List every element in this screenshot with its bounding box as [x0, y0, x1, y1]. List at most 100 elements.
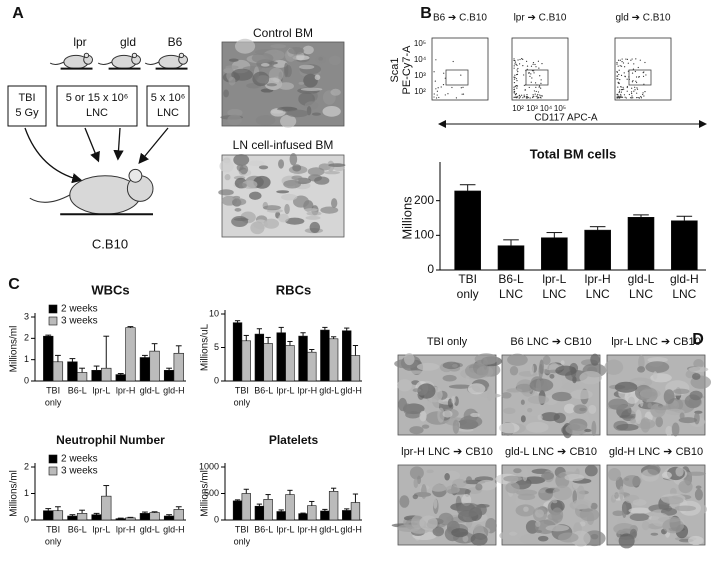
image-texture [474, 353, 498, 365]
flow-event [623, 88, 625, 90]
flow-event [518, 97, 520, 99]
flow-event [620, 96, 622, 98]
flow-event [630, 59, 632, 61]
image-texture [509, 365, 519, 376]
image-texture [452, 478, 467, 489]
image-texture [679, 412, 685, 420]
chart-title: WBCs [91, 282, 129, 297]
flow-y-tick: 10² [414, 87, 426, 96]
image-texture [263, 218, 280, 229]
flow-event [633, 90, 635, 92]
flow-event [619, 65, 621, 67]
bar [350, 502, 361, 521]
image-texture [551, 391, 572, 402]
image-texture [522, 466, 528, 482]
image-texture [535, 529, 542, 534]
bar [285, 345, 295, 382]
flow-event [618, 73, 620, 76]
flow-event [632, 80, 634, 82]
image-texture [227, 108, 243, 117]
image-texture [674, 505, 696, 512]
image-texture [505, 481, 520, 494]
image-texture [292, 55, 310, 61]
flow-event [436, 94, 438, 96]
y-tick-label: 200 [414, 193, 434, 207]
image-texture [694, 488, 703, 501]
flow-event [619, 78, 621, 81]
image-texture [695, 485, 702, 489]
image-texture [529, 363, 535, 375]
image-texture [299, 64, 315, 70]
image-texture [574, 470, 579, 474]
bar [541, 237, 568, 271]
image-texture [314, 74, 321, 81]
image-texture [645, 361, 670, 373]
image-texture [662, 496, 684, 505]
flow-event [620, 65, 623, 67]
flow-plot [511, 37, 569, 101]
flow-event [618, 91, 620, 94]
flow-event [636, 97, 638, 99]
flow-event [518, 95, 520, 97]
y-axis-label: Millions/ml [9, 470, 20, 517]
image-texture [689, 390, 703, 401]
bar [584, 229, 611, 271]
flow-x-tick: 10⁴ [540, 104, 553, 113]
bar [298, 513, 308, 521]
bar [163, 370, 175, 382]
flow-event [621, 89, 623, 91]
diagram-box [56, 85, 138, 127]
image-texture [315, 55, 326, 64]
flow-event [624, 66, 626, 68]
image-texture [303, 73, 318, 88]
image-texture [590, 353, 600, 366]
flow-event [537, 60, 539, 62]
x-tick-label: TBI [458, 272, 477, 286]
flow-event [514, 61, 517, 63]
flow-event [632, 97, 634, 99]
image-texture [545, 524, 570, 532]
image-texture [608, 398, 629, 410]
flow-event [526, 60, 528, 62]
x-tick-label: only [234, 397, 251, 407]
image-texture [517, 493, 536, 501]
image-texture [549, 373, 555, 379]
image-texture [520, 399, 525, 405]
image-texture [538, 489, 546, 494]
flow-event [625, 97, 627, 99]
image-texture [564, 382, 572, 390]
flow-event [631, 92, 633, 95]
bar [276, 332, 286, 382]
bar [328, 491, 339, 521]
histology-caption: lpr-L LNC ➔ CB10 [611, 336, 701, 348]
histology-caption: TBI only [427, 336, 468, 348]
flow-event [516, 96, 518, 98]
image-texture [462, 535, 469, 543]
flow-event [539, 75, 541, 77]
flow-event [540, 82, 542, 84]
legend-swatch [48, 304, 58, 314]
flow-event [532, 94, 534, 96]
image-texture [655, 416, 664, 428]
flow-event [626, 90, 628, 92]
flow-event [636, 87, 638, 89]
flow-y-tick: 10⁴ [414, 55, 427, 64]
image-texture [590, 502, 598, 510]
flow-event [642, 93, 644, 96]
image-texture [452, 419, 460, 434]
donor-label: gld [120, 35, 136, 49]
y-tick-label: 2 [24, 333, 29, 343]
image-texture [291, 175, 303, 181]
image-texture [442, 374, 457, 382]
flow-event [525, 97, 528, 99]
image-texture [608, 468, 621, 481]
flow-event [435, 88, 437, 90]
flow-event [637, 96, 639, 99]
flow-event [522, 97, 524, 99]
bar [320, 510, 330, 521]
bar [350, 355, 361, 382]
flow-event [521, 94, 523, 96]
image-texture [564, 473, 585, 482]
flow-event [540, 87, 542, 89]
image-texture [565, 423, 588, 436]
